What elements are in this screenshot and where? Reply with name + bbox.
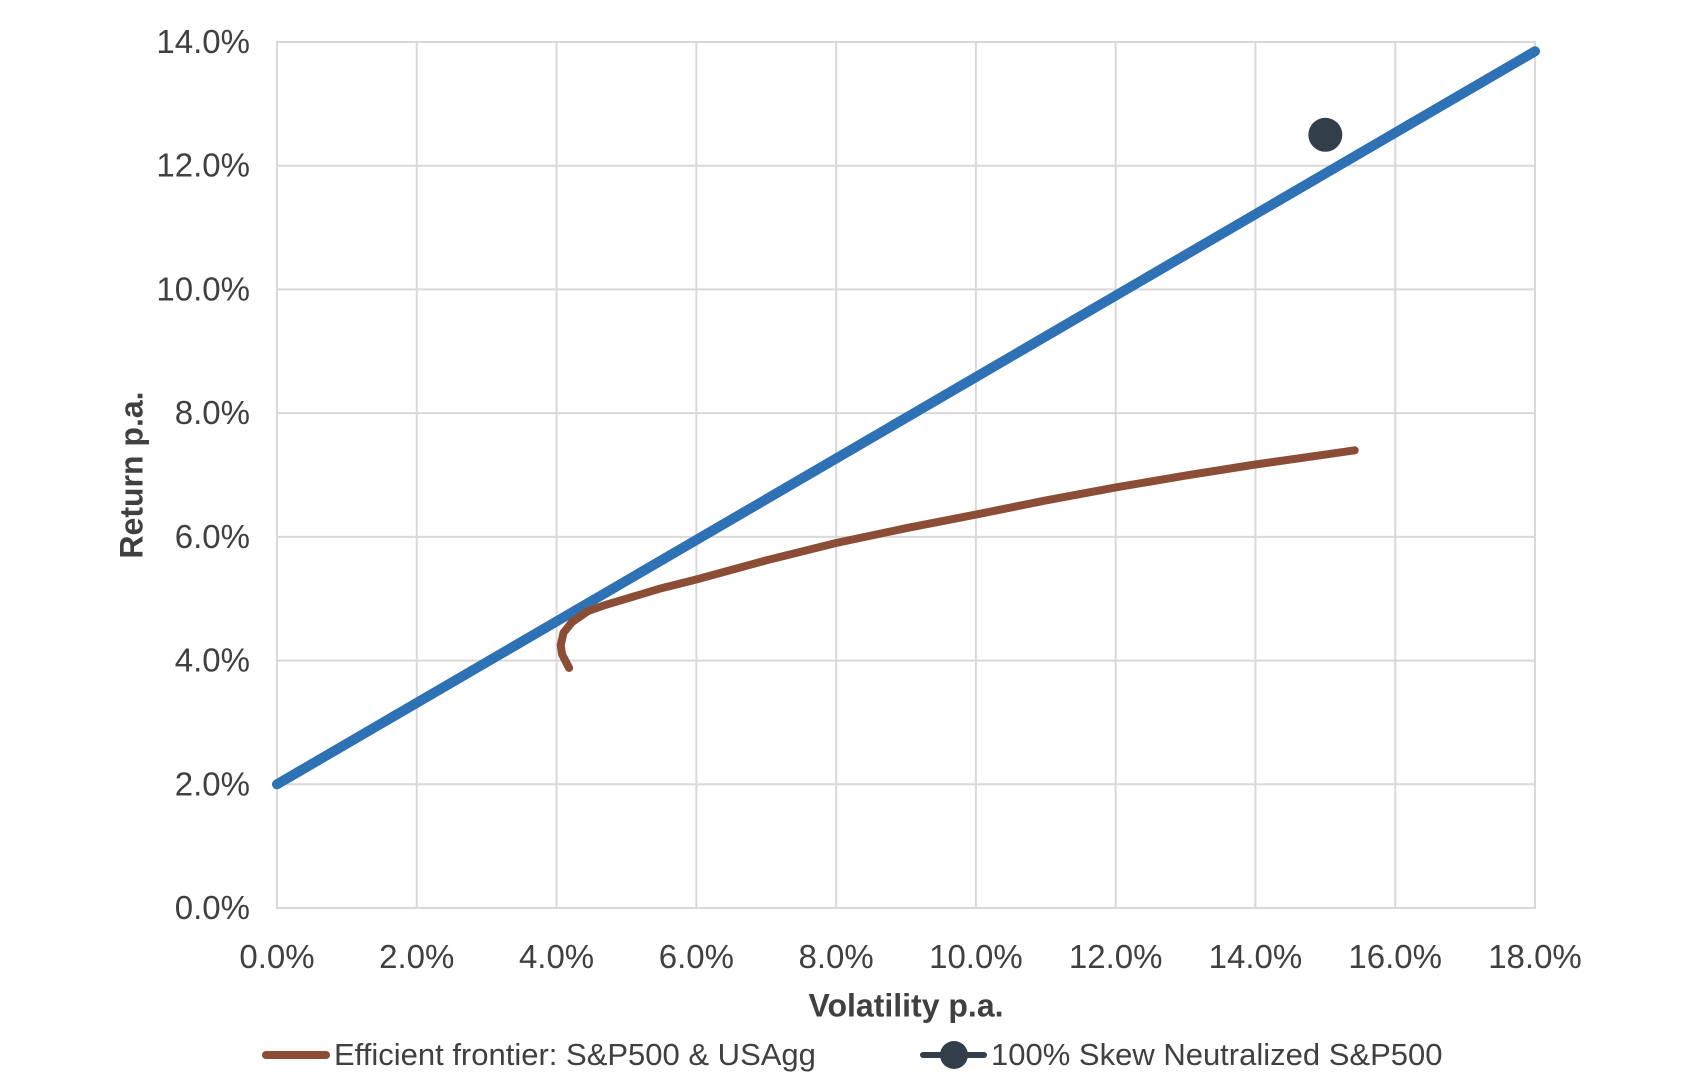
y-tick-label: 10.0% [156, 270, 250, 307]
legend-label-efficient-frontier: Efficient frontier: S&P500 & USAgg [334, 1037, 816, 1072]
y-tick-label: 0.0% [175, 889, 250, 926]
x-tick-label: 10.0% [929, 938, 1023, 975]
legend-label-skew-neutralized: 100% Skew Neutralized S&P500 [991, 1037, 1443, 1072]
y-tick-label: 4.0% [175, 642, 250, 679]
x-tick-label: 16.0% [1348, 938, 1442, 975]
x-tick-label: 6.0% [659, 938, 734, 975]
efficient-frontier-line [556, 446, 1359, 672]
reference-line-line [272, 46, 1540, 790]
y-tick-label: 2.0% [175, 765, 250, 802]
y-axis-title: Return p.a. [113, 391, 150, 559]
legend-item-skew-neutralized: 100% Skew Neutralized S&P500 [920, 1036, 1442, 1074]
plot-area-border [276, 41, 1536, 909]
y-tick-label: 14.0% [156, 23, 250, 60]
x-tick-label: 18.0% [1488, 938, 1582, 975]
skew-neutralized-marker [1308, 117, 1343, 152]
x-tick-label: 2.0% [379, 938, 454, 975]
y-tick-label: 6.0% [175, 518, 250, 555]
line-swatch-icon [262, 1051, 330, 1059]
x-tick-label: 14.0% [1209, 938, 1303, 975]
y-tick-label: 8.0% [175, 394, 250, 431]
line-dot-swatch-icon [920, 1041, 987, 1069]
x-tick-label: 4.0% [519, 938, 594, 975]
x-tick-label: 12.0% [1069, 938, 1163, 975]
x-tick-label: 0.0% [239, 938, 314, 975]
x-tick-label: 8.0% [799, 938, 874, 975]
x-axis-title: Volatility p.a. [808, 987, 1004, 1024]
y-tick-label: 12.0% [156, 147, 250, 184]
legend-item-efficient-frontier: Efficient frontier: S&P500 & USAgg [262, 1036, 816, 1074]
